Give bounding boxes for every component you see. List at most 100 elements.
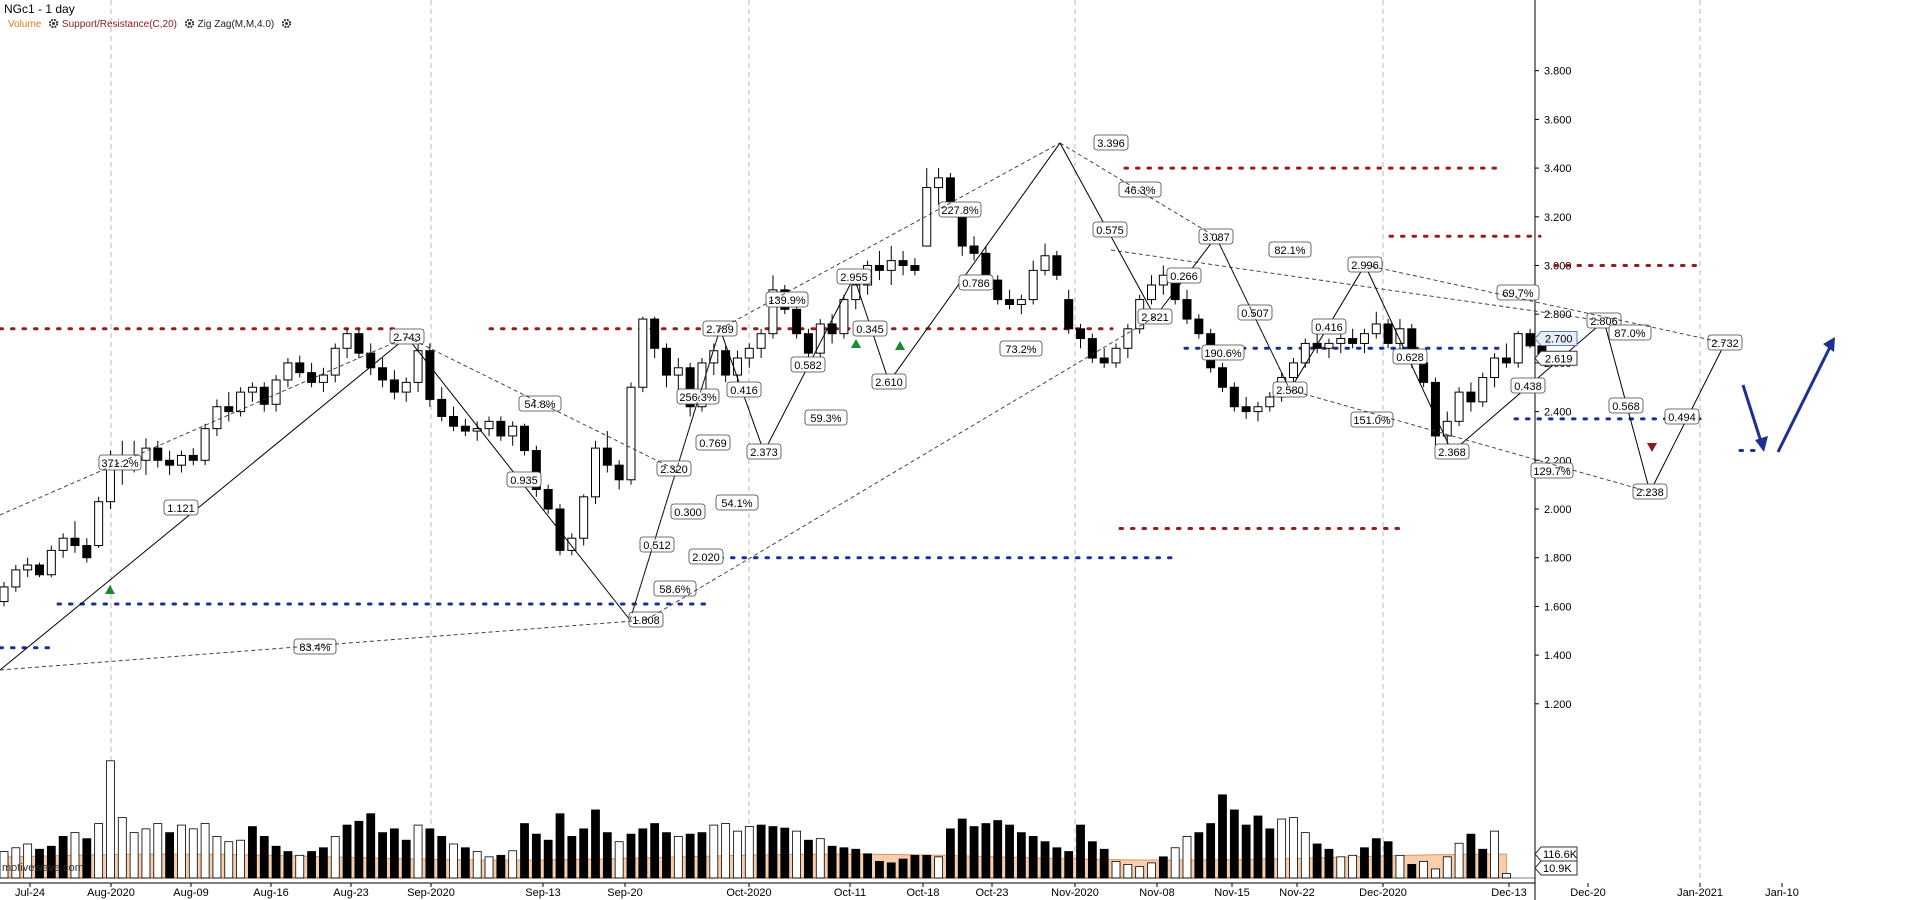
candle-body — [70, 537, 80, 547]
volume-bar — [957, 818, 967, 879]
zigzag-label: 0.582 — [790, 356, 826, 373]
volume-bar — [1253, 815, 1263, 879]
volume-bar — [1016, 832, 1026, 879]
gear-icon[interactable] — [281, 18, 292, 29]
svg-text:2.020: 2.020 — [692, 552, 720, 564]
gear-icon[interactable] — [48, 18, 59, 29]
volume-bar — [673, 836, 683, 879]
candle — [342, 328, 352, 359]
candle — [283, 358, 293, 388]
candle — [744, 343, 754, 368]
indicator-volume[interactable]: Volume — [8, 19, 42, 30]
zigzag-label: 2.020 — [688, 548, 724, 565]
x-tick-label: Dec-20 — [1570, 887, 1605, 899]
svg-text:2.700: 2.700 — [1545, 334, 1573, 346]
svg-text:0.266: 0.266 — [1170, 271, 1198, 283]
volume-bar — [1064, 851, 1074, 879]
ratio-label: 73.2% — [999, 340, 1043, 357]
volume-bar — [768, 826, 778, 879]
candle — [366, 343, 376, 376]
candle — [1016, 294, 1026, 315]
volume-bar — [354, 820, 364, 879]
projection-line — [645, 316, 1156, 621]
volume-badge: 116.6K — [1534, 846, 1578, 862]
volume-bar — [579, 828, 589, 879]
forecast-arrow-down — [1741, 384, 1765, 449]
candle — [591, 440, 600, 505]
candle — [1052, 250, 1062, 281]
svg-text:0.494: 0.494 — [1668, 412, 1696, 424]
svg-text:82.1%: 82.1% — [1274, 245, 1305, 257]
zigzag-line — [0, 142, 1726, 671]
svg-text:0.416: 0.416 — [730, 385, 758, 397]
indicator-zigzag[interactable]: Zig Zag(M,M,4.0) — [197, 19, 275, 30]
volume-bar — [437, 836, 447, 879]
volume-bar — [460, 847, 470, 879]
projection-line — [1215, 236, 1291, 391]
x-tick-label: Dec-13 — [1491, 887, 1526, 899]
candle-body — [1194, 318, 1204, 335]
svg-text:139.9%: 139.9% — [768, 295, 806, 307]
candle-body — [484, 420, 494, 430]
indicator-support-resistance[interactable]: Support/Resistance(C,20) — [61, 19, 177, 30]
zigzag-label: 0.438 — [1510, 377, 1546, 394]
volume-bar — [1241, 824, 1251, 879]
candle-body — [283, 362, 293, 381]
svg-text:54.8%: 54.8% — [524, 399, 555, 411]
gear-icon[interactable] — [184, 18, 195, 29]
candle-body — [697, 362, 707, 408]
candle-body — [366, 352, 376, 369]
candle-body — [661, 347, 671, 376]
volume-bar — [1099, 848, 1109, 879]
volume-bar — [413, 824, 423, 879]
candle — [1525, 328, 1535, 349]
candle — [330, 343, 340, 383]
volume-bar — [378, 832, 387, 879]
candle — [910, 258, 920, 276]
volume-bar — [1111, 860, 1121, 879]
candle-body — [531, 450, 541, 491]
candle — [579, 494, 589, 546]
volume-bar — [307, 851, 316, 879]
volume-bar — [1490, 830, 1499, 879]
candle — [1005, 289, 1015, 310]
candle-body — [389, 379, 399, 393]
candle-body — [555, 508, 565, 551]
candle-body — [910, 265, 920, 271]
volume-bar — [401, 839, 411, 879]
volume-bar — [602, 832, 612, 879]
ratio-label: 256.3% — [676, 388, 720, 405]
candle — [661, 343, 671, 388]
candle-body — [1028, 269, 1038, 301]
svg-text:0.568: 0.568 — [1612, 401, 1640, 413]
svg-text:54.1%: 54.1% — [721, 498, 752, 510]
volume-bar — [295, 854, 305, 879]
projection-line — [0, 336, 408, 516]
volume-bar — [283, 851, 293, 879]
volume-bar — [650, 823, 660, 879]
candle — [437, 387, 447, 422]
candle-body — [993, 279, 1003, 301]
x-tick-label: Oct-11 — [834, 887, 866, 899]
candle-body — [744, 347, 754, 359]
volume-bar — [981, 823, 991, 879]
svg-text:116.6K: 116.6K — [1543, 849, 1578, 861]
candle — [46, 545, 56, 578]
svg-text:371.2%: 371.2% — [101, 458, 139, 470]
price-badge: 2.700 — [1534, 331, 1578, 347]
volume-bar — [1442, 856, 1452, 879]
x-tick-label: Nov-2020 — [1051, 887, 1099, 899]
candle — [1454, 387, 1464, 427]
forecast-arrow-down-head — [1755, 436, 1768, 452]
y-tick-label: 1.200 — [1544, 699, 1572, 711]
candle — [247, 382, 257, 402]
ratio-label: 227.8% — [938, 201, 982, 218]
svg-text:0.935: 0.935 — [510, 475, 538, 487]
candle-body — [1158, 274, 1168, 286]
candle — [614, 460, 624, 490]
pivot-marker-up — [851, 339, 861, 348]
candle — [1513, 331, 1523, 368]
projection-line — [0, 619, 647, 671]
svg-text:151.0%: 151.0% — [1353, 415, 1391, 427]
